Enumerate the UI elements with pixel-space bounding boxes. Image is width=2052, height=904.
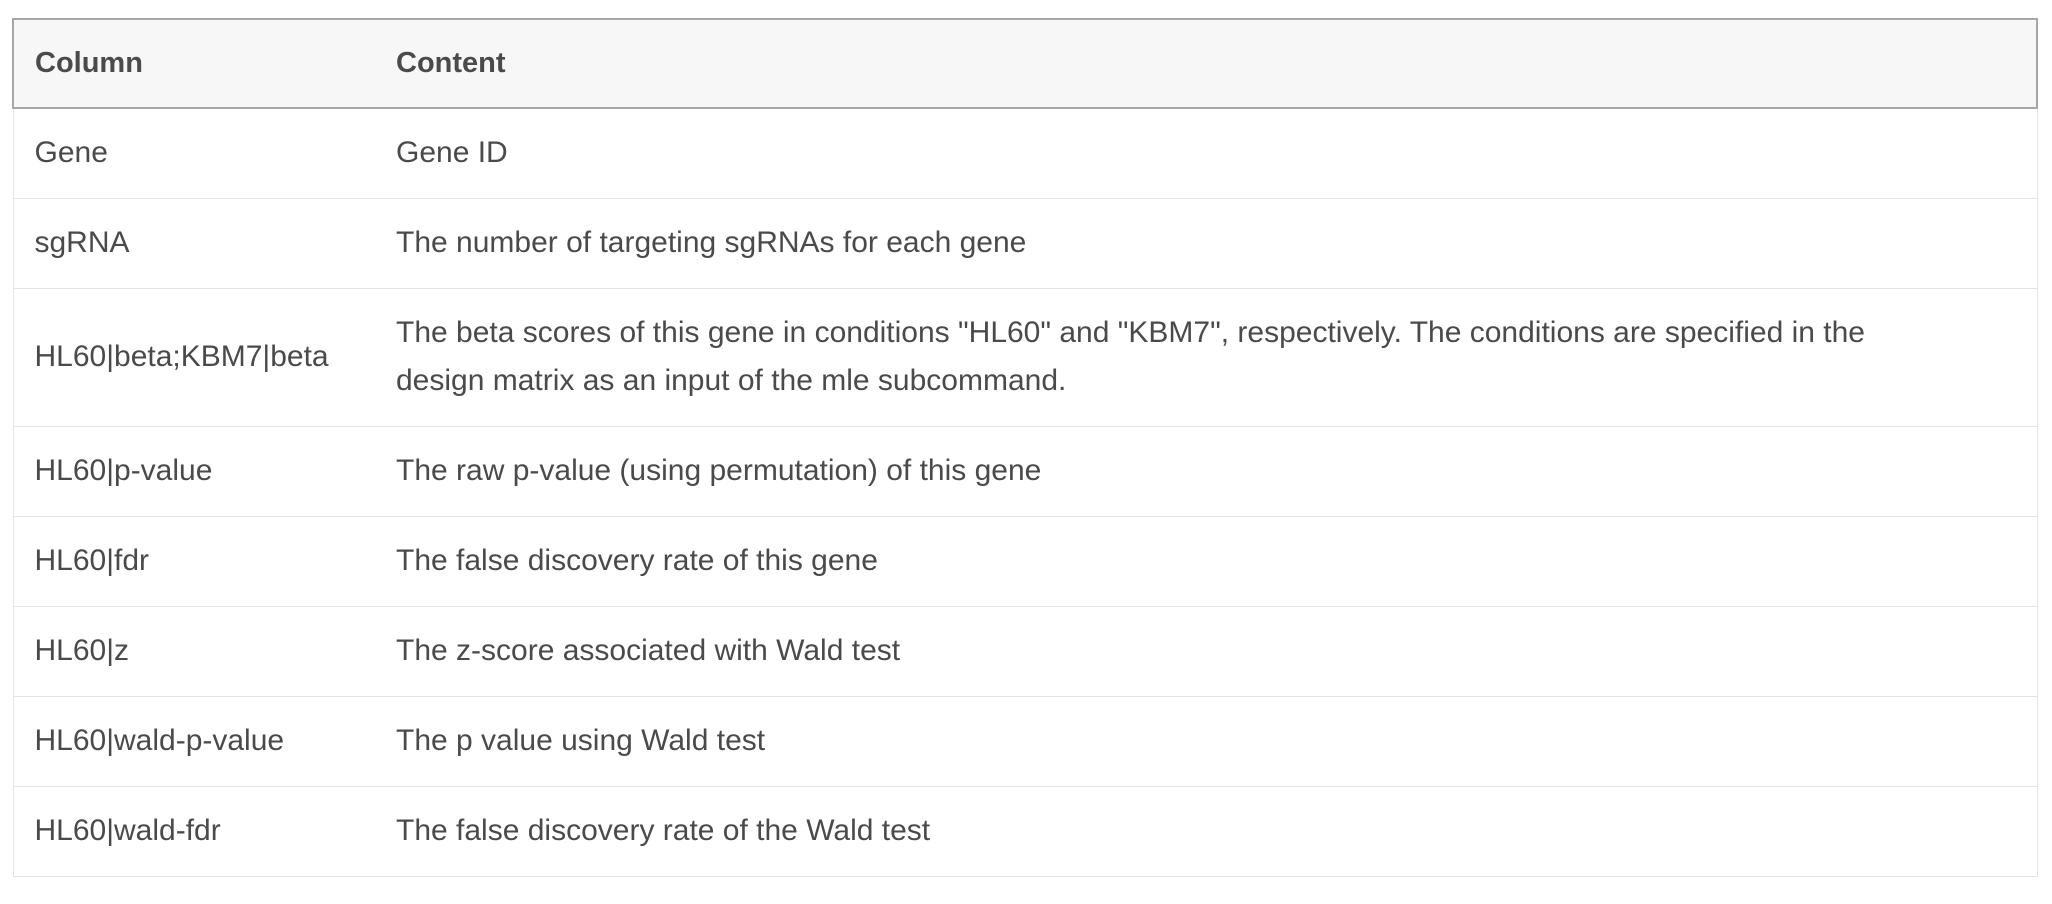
table-body: Gene Gene ID sgRNA The number of targeti… [12,108,2038,877]
cell-content: The p value using Wald test [375,696,2038,787]
table-row: HL60|p-value The raw p-value (using perm… [12,426,2038,517]
table-header: Column Content [12,18,2038,109]
cell-column-name: HL60|wald-fdr [12,786,375,877]
table-row: HL60|wald-fdr The false discovery rate o… [12,786,2038,877]
cell-column-name: HL60|beta;KBM7|beta [12,288,375,427]
gene-summary-table-container: Column Content Gene Gene ID sgRNA The nu… [12,18,2038,877]
cell-content: The raw p-value (using permutation) of t… [375,426,2038,517]
cell-content: The number of targeting sgRNAs for each … [375,198,2038,289]
table-row: HL60|wald-p-value The p value using Wald… [12,696,2038,787]
cell-column-name: HL60|fdr [12,516,375,607]
cell-content: The false discovery rate of the Wald tes… [375,786,2038,877]
gene-summary-table: Column Content Gene Gene ID sgRNA The nu… [12,18,2038,877]
table-row: sgRNA The number of targeting sgRNAs for… [12,198,2038,289]
cell-column-name: HL60|p-value [12,426,375,517]
cell-content: Gene ID [375,108,2038,199]
cell-column-name: sgRNA [12,198,375,289]
table-row: HL60|fdr The false discovery rate of thi… [12,516,2038,607]
table-header-row: Column Content [12,18,2038,109]
header-content: Content [375,18,2038,109]
cell-column-name: HL60|wald-p-value [12,696,375,787]
header-column: Column [12,18,375,109]
cell-column-name: HL60|z [12,606,375,697]
table-row: HL60|z The z-score associated with Wald … [12,606,2038,697]
cell-column-name: Gene [12,108,375,199]
table-row: HL60|beta;KBM7|beta The beta scores of t… [12,288,2038,427]
cell-content: The z-score associated with Wald test [375,606,2038,697]
cell-content: The false discovery rate of this gene [375,516,2038,607]
cell-content: The beta scores of this gene in conditio… [375,288,2038,427]
table-row: Gene Gene ID [12,108,2038,199]
